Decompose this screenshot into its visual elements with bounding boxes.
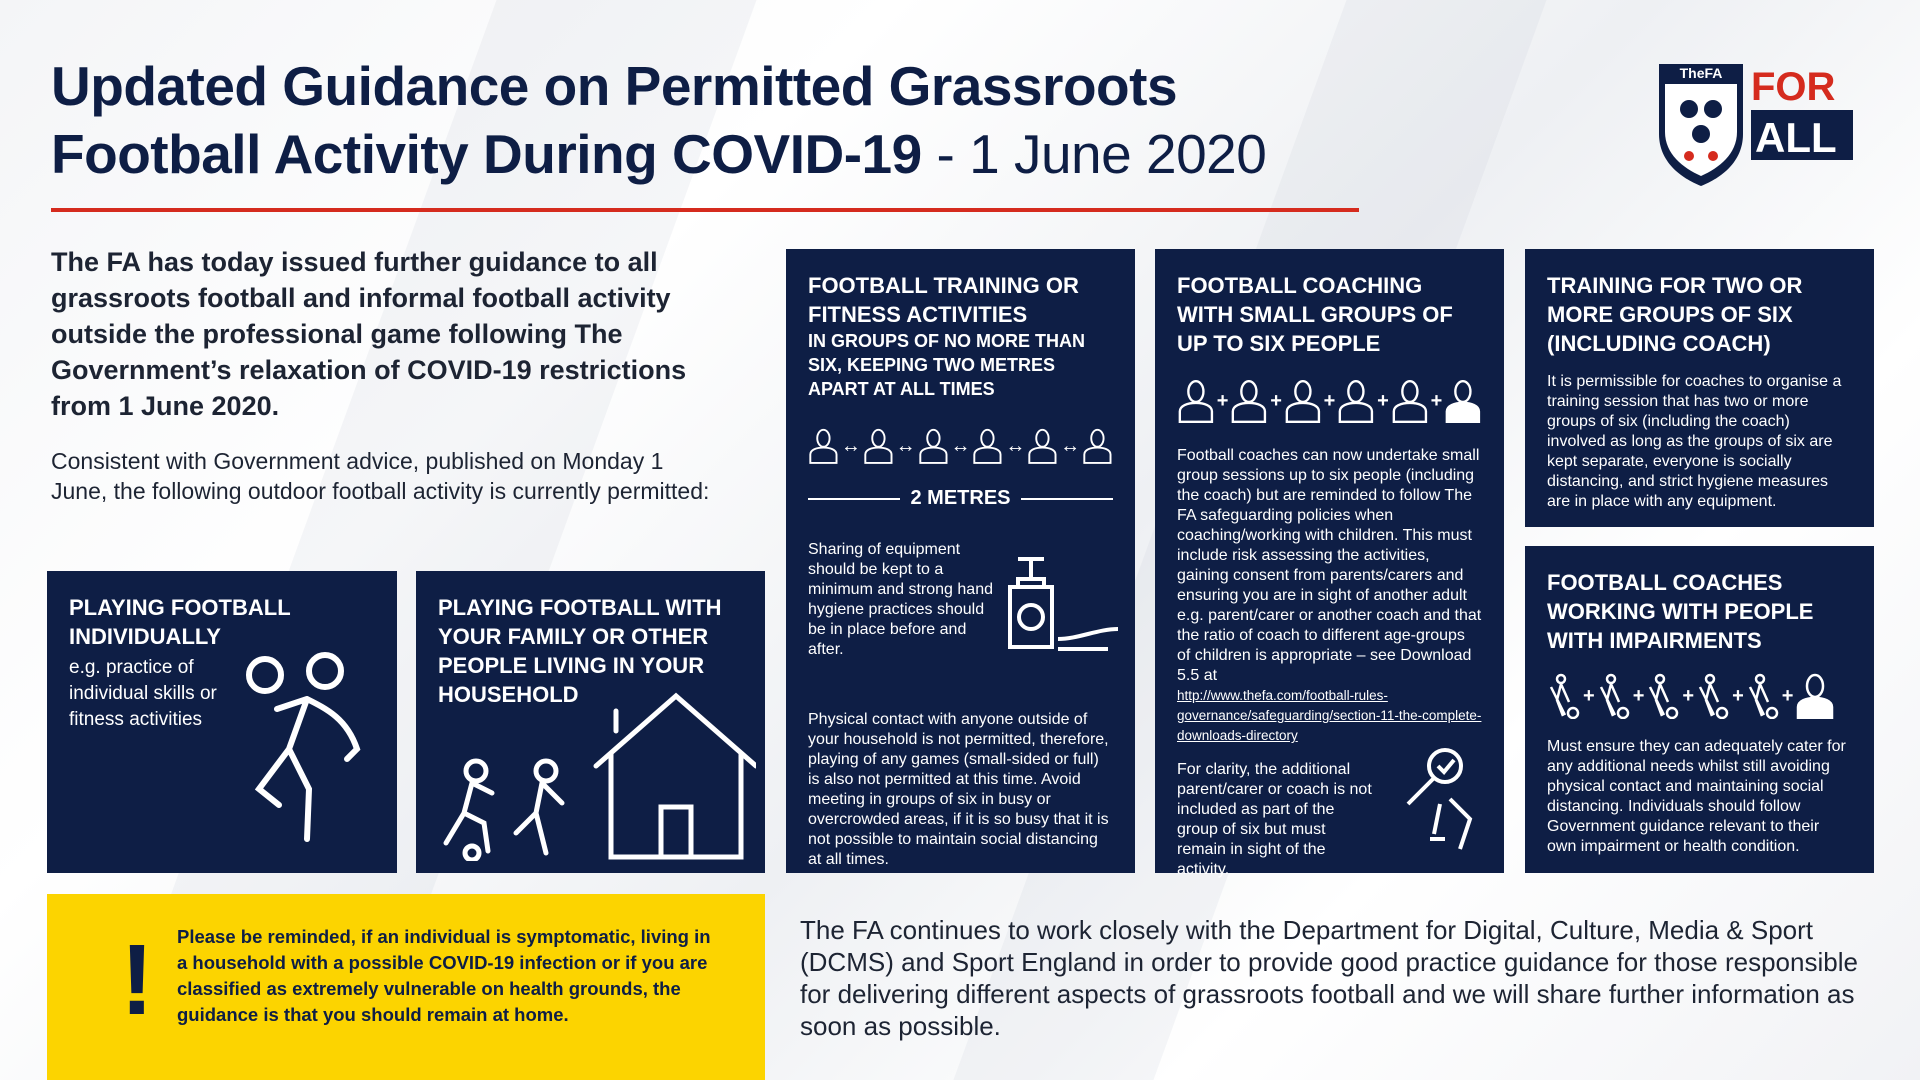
double-arrow-icon: ↔ (1060, 434, 1081, 457)
fa-for-all-logo: TheFA FOR ALL (1659, 64, 1854, 186)
title-line-1: Updated Guidance on Permitted Grassroots (51, 55, 1178, 117)
svg-text:TheFA: TheFA (1680, 65, 1723, 81)
intro-lead: The FA has today issued further guidance… (51, 247, 687, 421)
double-arrow-icon: ↔ (1005, 434, 1026, 457)
player-icon (809, 428, 838, 464)
player-with-crutch-icon (1599, 673, 1629, 719)
card-playing-with-household: PLAYING FOOTBALL WITH YOUR FAMILY OR OTH… (416, 571, 765, 873)
card-text: It is permissible for coaches to organis… (1547, 373, 1842, 510)
distanced-players-icons: ↔ ↔ ↔ ↔ ↔ (808, 423, 1113, 469)
double-arrow-icon: ↔ (840, 434, 861, 457)
player-icon (1339, 379, 1374, 423)
double-arrow-icon: ↔ (950, 434, 971, 457)
warning-box: ! Please be reminded, if an individual i… (47, 894, 765, 1080)
player-icon (864, 428, 893, 464)
intro-body: Consistent with Government advice, publi… (51, 448, 710, 504)
kicking-player-icon (246, 652, 361, 842)
downloads-directory-link[interactable]: http://www.thefa.com/football-rules-gove… (1177, 688, 1482, 743)
plus-icon: + (1632, 684, 1645, 707)
title-divider (51, 208, 1359, 212)
two-metres-indicator: 2 METRES (808, 487, 1113, 510)
player-icon (1232, 379, 1267, 423)
contact-text: Physical contact with anyone outside of … (808, 711, 1109, 868)
plus-icon: + (1583, 684, 1595, 707)
house-with-players-icon (443, 692, 756, 861)
card-title: PLAYING FOOTBALL WITH YOUR FAMILY OR OTH… (438, 595, 722, 707)
card-training-groups: FOOTBALL TRAINING OR FITNESS ACTIVITIES … (786, 249, 1135, 873)
impaired-players-icons: + + + + + (1547, 673, 1852, 719)
card-text: Football coaches can now undertake small… (1177, 447, 1482, 684)
card-subtitle: IN GROUPS OF NO MORE THAN SIX, KEEPING T… (808, 331, 1086, 399)
title-date: - 1 June 2020 (921, 123, 1267, 185)
player-icon (1178, 379, 1214, 423)
card-text: e.g. practice of individual skills or fi… (69, 657, 217, 730)
card-title: FOOTBALL TRAINING OR FITNESS ACTIVITIES (808, 273, 1079, 327)
player-icon (1797, 673, 1834, 719)
magnifier-check-player-icon (1406, 748, 1473, 850)
plus-icon: + (1377, 389, 1389, 412)
player-icon (1083, 428, 1112, 464)
svg-text:ALL: ALL (1755, 114, 1837, 161)
svg-text:FOR: FOR (1751, 65, 1836, 109)
footer-text: The FA continues to work closely with th… (800, 915, 1858, 1041)
card-two-or-more-groups: TRAINING FOR TWO OR MORE GROUPS OF SIX (… (1525, 249, 1874, 527)
card-impairments: FOOTBALL COACHES WORKING WITH PEOPLE WIT… (1525, 546, 1874, 873)
plus-icon: + (1732, 684, 1744, 707)
player-with-crutch-icon (1549, 673, 1580, 719)
plus-icon: + (1430, 389, 1443, 412)
clarity-text: For clarity, the additional parent/carer… (1177, 761, 1372, 878)
player-icon (1028, 428, 1057, 464)
card-title: FOOTBALL COACHES WORKING WITH PEOPLE WIT… (1547, 570, 1814, 653)
player-icon (1392, 379, 1427, 423)
player-with-crutch-icon (1698, 673, 1729, 719)
page-title: Updated Guidance on Permitted Grassroots… (51, 52, 1267, 188)
plus-icon: + (1682, 684, 1695, 707)
warning-text: Please be reminded, if an individual is … (177, 926, 711, 1025)
hand-sanitiser-icon (1008, 557, 1119, 651)
plus-icon: + (1323, 389, 1336, 412)
card-coaching-small-groups: FOOTBALL COACHING WITH SMALL GROUPS OF U… (1155, 249, 1504, 878)
player-icon (1445, 379, 1481, 423)
double-arrow-icon: ↔ (895, 434, 916, 457)
arrow-right-icon (1020, 497, 1113, 500)
player-with-crutch-icon (1748, 673, 1778, 719)
card-playing-individually: PLAYING FOOTBALL INDIVIDUALLY e.g. pract… (47, 571, 397, 873)
distance-label: 2 METRES (910, 487, 1011, 509)
plus-icon: + (1270, 389, 1282, 412)
group-of-six-icons: + + + + + (1177, 378, 1482, 424)
card-title: PLAYING FOOTBALL INDIVIDUALLY (69, 595, 291, 649)
card-title: TRAINING FOR TWO OR MORE GROUPS OF SIX (… (1547, 273, 1803, 356)
exclamation-icon: ! (120, 924, 154, 1036)
plus-icon: + (1216, 389, 1229, 412)
equipment-text: Sharing of equipment should be kept to a… (808, 541, 993, 658)
player-icon (919, 428, 948, 464)
player-icon (973, 428, 1002, 464)
player-icon (1285, 379, 1321, 423)
card-text: Must ensure they can adequately cater fo… (1547, 738, 1846, 855)
player-with-crutch-icon (1649, 673, 1679, 719)
arrow-left-icon (808, 497, 901, 500)
card-title: FOOTBALL COACHING WITH SMALL GROUPS OF U… (1177, 273, 1453, 356)
plus-icon: + (1781, 684, 1794, 707)
title-line-2: Football Activity During COVID-19 (51, 123, 922, 185)
